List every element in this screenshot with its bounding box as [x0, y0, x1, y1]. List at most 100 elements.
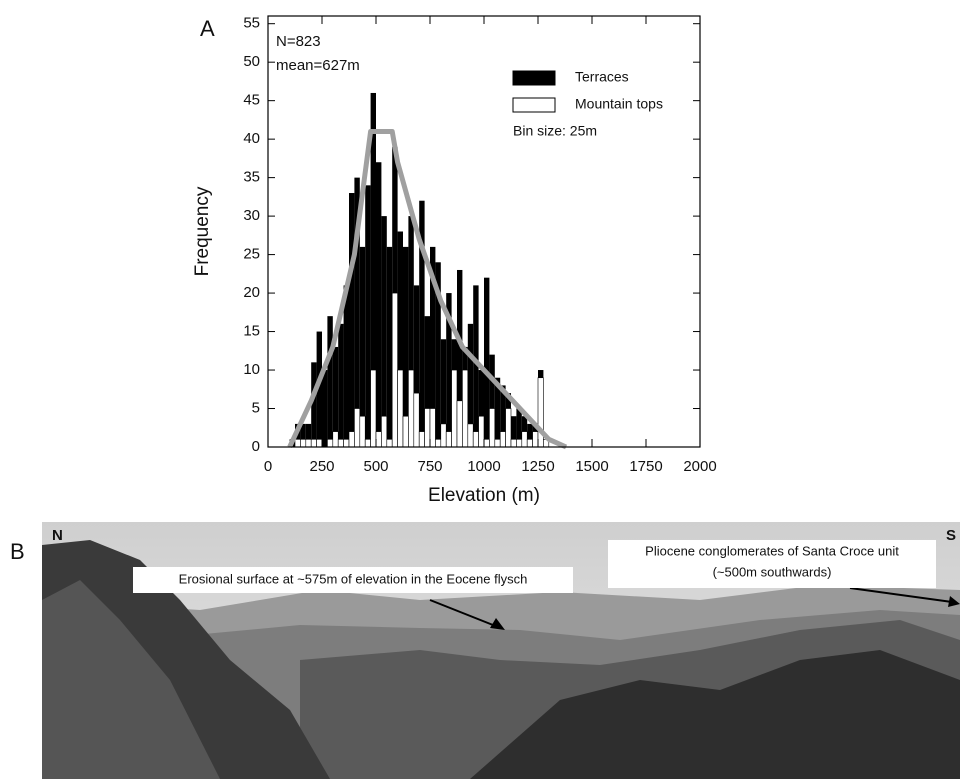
- x-tick-label: 750: [417, 458, 442, 475]
- x-tick-label: 1500: [575, 458, 608, 475]
- x-axis-label: Elevation (m): [428, 485, 540, 506]
- y-tick-label: 0: [252, 438, 260, 455]
- bar: [435, 262, 441, 447]
- bar: [316, 439, 323, 448]
- annotation: N=823: [276, 33, 321, 50]
- y-axis-label: Frequency: [192, 186, 213, 276]
- bar: [413, 392, 420, 448]
- bar: [435, 439, 442, 448]
- bar: [365, 185, 371, 448]
- bar: [484, 277, 490, 447]
- bar: [467, 423, 474, 448]
- bar: [381, 216, 387, 447]
- photo-label: N: [52, 527, 63, 544]
- bar: [359, 415, 366, 448]
- bar: [424, 408, 431, 448]
- bar: [370, 92, 376, 447]
- y-tick-label: 30: [243, 207, 260, 224]
- bar: [429, 408, 436, 448]
- bar: [494, 439, 501, 448]
- bar: [354, 408, 361, 448]
- bar: [403, 246, 409, 447]
- bar: [532, 431, 539, 448]
- x-tick-label: 1750: [629, 458, 662, 475]
- bar: [521, 431, 528, 448]
- annotation: mean=627m: [276, 57, 360, 74]
- photo-label: S: [946, 527, 956, 544]
- bar: [343, 439, 350, 448]
- y-tick-label: 40: [243, 130, 260, 147]
- legend-swatch: [512, 97, 556, 113]
- bar: [456, 400, 463, 448]
- bar: [462, 369, 469, 448]
- bar: [446, 293, 452, 447]
- bar: [327, 439, 334, 448]
- y-tick-label: 55: [243, 15, 260, 32]
- y-tick-label: 35: [243, 169, 260, 186]
- photo-annotation: (~500m southwards): [713, 564, 832, 579]
- bar: [526, 439, 533, 448]
- bar: [332, 346, 339, 447]
- legend-label: Mountain tops: [575, 96, 663, 112]
- bar: [451, 369, 458, 448]
- bar: [489, 354, 495, 447]
- bar: [440, 423, 447, 448]
- bar: [418, 431, 425, 448]
- bar: [457, 269, 463, 447]
- bar: [343, 285, 349, 447]
- bar: [305, 423, 312, 447]
- bar: [375, 431, 382, 448]
- bar: [338, 323, 344, 447]
- legend-label: Terraces: [575, 69, 629, 85]
- bar: [370, 369, 377, 448]
- x-tick-label: 2000: [683, 458, 716, 475]
- bar: [305, 439, 312, 448]
- x-tick-label: 250: [309, 458, 334, 475]
- y-tick-label: 20: [243, 284, 260, 301]
- bar: [332, 431, 339, 448]
- note: Bin size: 25m: [513, 123, 597, 139]
- bar: [489, 408, 496, 448]
- bar: [300, 439, 307, 448]
- y-tick-label: 5: [252, 399, 260, 416]
- bar: [316, 331, 322, 447]
- bar: [349, 193, 355, 447]
- bar: [424, 316, 430, 447]
- bar: [322, 370, 328, 447]
- bar: [440, 339, 447, 447]
- x-tick-label: 0: [264, 458, 272, 475]
- bar: [397, 369, 404, 448]
- bar: [402, 415, 409, 448]
- bar: [537, 377, 544, 448]
- bar: [419, 200, 425, 447]
- photo: [42, 522, 960, 779]
- bar: [499, 431, 506, 448]
- bar: [511, 416, 517, 447]
- bar: [337, 439, 344, 448]
- legend-swatch: [512, 70, 556, 86]
- bar: [494, 377, 501, 447]
- photo-annotation: Pliocene conglomerates of Santa Croce un…: [645, 543, 899, 558]
- y-tick-label: 15: [243, 323, 260, 340]
- bar: [408, 216, 414, 447]
- fit-curve: [287, 128, 568, 450]
- x-tick-label: 1250: [521, 458, 554, 475]
- bar: [354, 177, 360, 447]
- y-tick-label: 45: [243, 92, 260, 109]
- bar: [310, 439, 317, 448]
- y-tick-label: 25: [243, 246, 260, 263]
- photo-annotation: Erosional surface at ~575m of elevation …: [179, 571, 528, 586]
- bar: [408, 369, 415, 448]
- y-tick-label: 10: [243, 361, 260, 378]
- bar: [364, 439, 371, 448]
- bar: [478, 370, 484, 447]
- bar: [500, 385, 506, 447]
- bar: [397, 231, 403, 447]
- bar: [527, 423, 533, 447]
- y-tick-label: 50: [243, 53, 260, 70]
- bar: [311, 362, 317, 447]
- bar: [516, 439, 523, 448]
- bar: [510, 439, 517, 448]
- bar: [300, 423, 306, 447]
